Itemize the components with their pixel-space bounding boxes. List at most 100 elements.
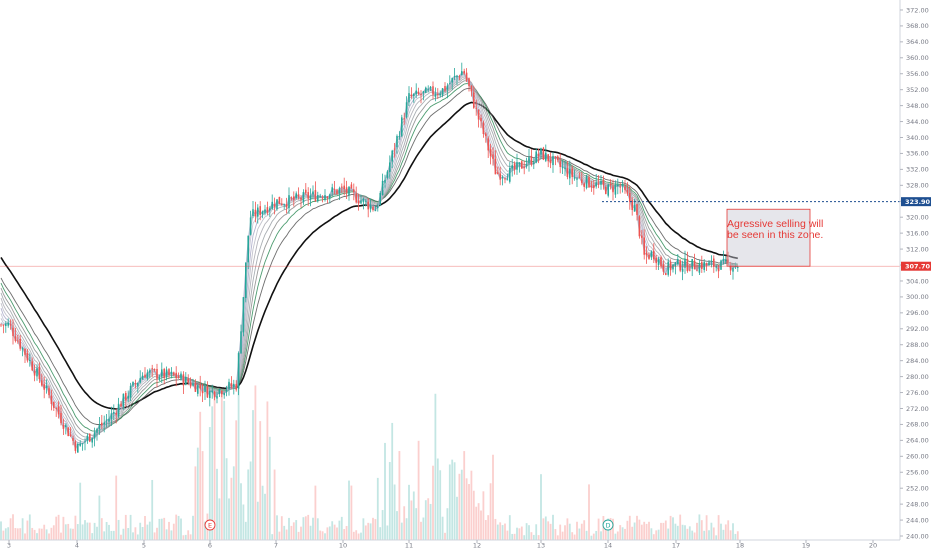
- candle-body: [737, 267, 739, 268]
- volume-bar: [50, 527, 53, 540]
- volume-bar: [228, 498, 230, 540]
- candle-body: [554, 156, 557, 158]
- volume-bar: [264, 493, 266, 540]
- y-tick-label: 272.00: [906, 405, 929, 413]
- volume-bar: [705, 515, 708, 540]
- candle-body: [348, 186, 350, 196]
- candle-body: [449, 83, 451, 85]
- candlestick-series: [0, 62, 739, 454]
- volume-bar: [388, 462, 391, 540]
- candle-body: [36, 368, 38, 377]
- volume-bar: [268, 436, 271, 540]
- volume-bar: [724, 524, 727, 540]
- volume-bar: [566, 518, 569, 540]
- volume-bar: [667, 528, 670, 540]
- candle-body: [458, 76, 461, 78]
- candle-body: [540, 148, 542, 155]
- y-tick-label: 364.00: [906, 38, 929, 46]
- volume-bar: [679, 514, 682, 540]
- volume-bar: [489, 483, 492, 540]
- volume-bar: [28, 514, 31, 540]
- candle-body: [545, 152, 547, 161]
- candle-body: [732, 268, 734, 272]
- event-marker-label: D: [605, 521, 610, 529]
- candle-body: [204, 385, 206, 393]
- volume-bar: [652, 534, 655, 540]
- candle-body: [300, 197, 302, 200]
- volume-bar: [328, 526, 331, 540]
- volume-bar: [650, 528, 653, 540]
- volume-bar: [156, 527, 158, 540]
- volume-bar: [57, 514, 60, 540]
- volume-bar: [93, 522, 96, 540]
- volume-bar: [192, 515, 194, 540]
- candle-body: [643, 237, 645, 255]
- volume-bar: [64, 524, 67, 540]
- volume-bar: [674, 523, 677, 540]
- candle-body: [422, 91, 425, 93]
- y-tick-label: 288.00: [906, 341, 929, 349]
- candle-body: [170, 371, 173, 374]
- volume-bar: [552, 514, 554, 540]
- volume-bar: [513, 533, 516, 540]
- volume-bar: [225, 458, 228, 540]
- volume-bar: [631, 526, 634, 540]
- price-axis[interactable]: 240.00 244.00 248.00 252.00 256.00 260.00 264.…: [899, 0, 931, 540]
- x-tick-label: 14: [604, 542, 612, 550]
- volume-bar: [530, 532, 533, 540]
- volume-bar: [477, 503, 480, 540]
- volume-bar: [182, 535, 185, 540]
- candle-body: [115, 412, 117, 415]
- candle-body: [271, 201, 273, 209]
- candle-body: [233, 383, 235, 387]
- time-axis[interactable]: 3 4 5 6 7 10 11 12 13 14 17 18 19 20: [0, 539, 900, 550]
- candle-body: [401, 117, 403, 136]
- candle-body: [410, 94, 413, 97]
- y-tick-label: 316.00: [906, 229, 929, 237]
- volume-bar: [43, 524, 46, 540]
- volume-bar: [276, 515, 278, 540]
- candle-body: [273, 204, 276, 207]
- volume-bar: [139, 522, 142, 540]
- volume-bar: [415, 508, 418, 540]
- y-tick-label: 252.00: [906, 484, 929, 492]
- volume-bar: [696, 522, 698, 540]
- volume-bar: [640, 524, 643, 540]
- candle-body: [192, 383, 194, 386]
- candle-body: [153, 369, 156, 371]
- y-tick-label: 360.00: [906, 54, 929, 62]
- x-tick-label: 5: [142, 542, 146, 550]
- candle-body: [134, 383, 137, 385]
- volume-bar: [52, 525, 55, 540]
- volume-bar: [278, 531, 281, 540]
- candle-body: [393, 148, 396, 150]
- candle-body: [722, 258, 725, 262]
- candle-body: [137, 382, 139, 387]
- candle-body: [19, 338, 21, 349]
- volume-bar: [412, 491, 415, 540]
- candle-body: [55, 408, 57, 409]
- candle-body: [120, 403, 122, 407]
- volume-bar: [708, 530, 710, 540]
- candle-body: [557, 156, 559, 161]
- volume-bar: [403, 506, 406, 540]
- volume-bar: [537, 535, 540, 540]
- candle-body: [588, 177, 590, 188]
- candle-body: [329, 194, 331, 199]
- candle-body: [223, 393, 225, 396]
- candle-body: [516, 162, 518, 170]
- volume-bar: [14, 528, 17, 540]
- volume-bar: [201, 451, 204, 540]
- volume-bar: [453, 462, 456, 540]
- candle-body: [485, 133, 487, 137]
- candle-body: [571, 168, 573, 177]
- y-tick-label: 280.00: [906, 373, 929, 381]
- selling-zone-box: [726, 208, 811, 267]
- candle-body: [525, 164, 528, 167]
- volume-bar: [55, 516, 58, 540]
- candle-body: [290, 197, 293, 199]
- candle-body: [129, 385, 132, 398]
- candle-body: [276, 199, 278, 210]
